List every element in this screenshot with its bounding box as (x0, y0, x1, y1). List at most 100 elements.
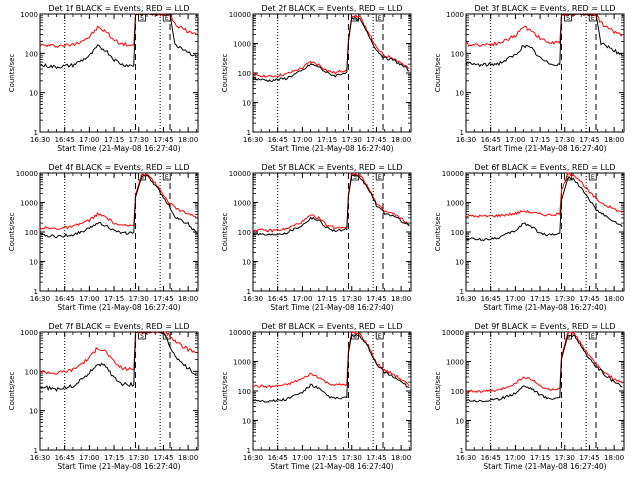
x-tick-label: 17:45 (366, 136, 386, 144)
x-tick-label: 16:45 (481, 136, 501, 144)
y-tick-label: 1 (34, 447, 38, 455)
x-tick-label: 18:00 (178, 454, 198, 462)
panel-title: Det 1f BLACK = Events, RED = LLD (48, 4, 189, 13)
y-tick-label: 10 (242, 100, 251, 108)
panel-title: Det 9f BLACK = Events, RED = LLD (474, 322, 615, 331)
lld-series-line (39, 331, 197, 375)
x-tick-label: 18:00 (604, 136, 624, 144)
y-tick-label: 1 (460, 129, 464, 137)
x-tick-label: 17:45 (366, 454, 386, 462)
x-tick-label: 17:15 (530, 136, 550, 144)
y-tick-label: 1 (247, 129, 251, 137)
plot-frame (39, 331, 199, 451)
marker-box-label: E (165, 333, 169, 340)
marker-box-label: S (353, 15, 357, 22)
panel-title: Det 8f BLACK = Events, RED = LLD (261, 322, 402, 331)
x-tick-label: 17:30 (555, 136, 575, 144)
x-tick-label: 16:30 (243, 295, 263, 303)
x-axis-label: Start Time (21-May-08 16:27:40) (270, 144, 393, 153)
plot-frame (465, 172, 625, 292)
y-tick-label: 100 (25, 368, 38, 376)
y-tick-label: 10000 (442, 170, 464, 178)
y-tick-label: 10000 (229, 11, 251, 19)
x-tick-label: 17:30 (342, 454, 362, 462)
y-tick-label: 1000 (20, 11, 38, 19)
marker-box-label: E (378, 333, 382, 340)
lld-series-line (252, 14, 410, 78)
y-tick-label: 100 (451, 50, 464, 58)
y-axis-label: Counts/sec (8, 372, 16, 411)
panel-title: Det 6f BLACK = Events, RED = LLD (474, 163, 615, 172)
plot-frame (39, 13, 199, 133)
x-axis-label: Start Time (21-May-08 16:27:40) (483, 462, 606, 471)
marker-box-label: E (378, 174, 382, 181)
y-tick-label: 10000 (229, 329, 251, 337)
y-tick-label: 100 (238, 229, 251, 237)
x-tick-label: 16:45 (268, 295, 288, 303)
events-series-line (465, 176, 623, 242)
x-tick-label: 17:45 (366, 295, 386, 303)
x-tick-label: 16:30 (456, 295, 476, 303)
y-tick-label: 10 (242, 259, 251, 267)
events-series-line (39, 331, 197, 392)
y-tick-label: 1 (34, 288, 38, 296)
x-tick-label: 17:30 (555, 295, 575, 303)
x-tick-label: 16:45 (268, 136, 288, 144)
marker-box-label: E (378, 15, 382, 22)
x-axis-label: Start Time (21-May-08 16:27:40) (57, 462, 180, 471)
marker-box (375, 172, 384, 181)
x-tick-label: 18:00 (391, 454, 411, 462)
y-tick-label: 10000 (229, 170, 251, 178)
y-tick-label: 1000 (233, 200, 251, 208)
x-tick-label: 17:45 (579, 454, 599, 462)
y-tick-label: 1000 (446, 359, 464, 367)
y-axis-label: Counts/sec (8, 54, 16, 93)
marker-box-label: E (165, 15, 169, 22)
y-tick-label: 1000 (20, 200, 38, 208)
detector-panel: Det 7f BLACK = Events, RED = LLD 1 10 100 10… (8, 322, 199, 471)
marker-box-label: S (566, 15, 570, 22)
y-tick-label: 10000 (442, 329, 464, 337)
y-tick-label: 100 (238, 70, 251, 78)
y-tick-label: 1 (34, 129, 38, 137)
y-tick-label: 100 (25, 229, 38, 237)
y-tick-label: 1000 (233, 41, 251, 49)
x-axis-label: Start Time (21-May-08 16:27:40) (483, 144, 606, 153)
y-tick-label: 100 (451, 388, 464, 396)
marker-box-label: E (165, 174, 169, 181)
x-tick-label: 16:45 (55, 454, 75, 462)
y-tick-label: 1 (460, 288, 464, 296)
events-series-line (252, 333, 410, 403)
marker-box-label: E (591, 333, 595, 340)
y-tick-label: 1000 (446, 11, 464, 19)
marker-box-label: S (140, 15, 144, 22)
x-tick-label: 17:30 (129, 136, 149, 144)
x-axis-label: Start Time (21-May-08 16:27:40) (57, 144, 180, 153)
panel-title: Det 2f BLACK = Events, RED = LLD (261, 4, 402, 13)
x-axis-label: Start Time (21-May-08 16:27:40) (270, 303, 393, 312)
y-axis-label: Counts/sec (221, 54, 229, 93)
y-tick-label: 1 (247, 447, 251, 455)
y-axis-label: Counts/sec (434, 372, 442, 411)
x-tick-label: 16:30 (456, 454, 476, 462)
x-tick-label: 17:45 (153, 136, 173, 144)
x-tick-label: 16:30 (30, 454, 50, 462)
x-axis-label: Start Time (21-May-08 16:27:40) (57, 303, 180, 312)
lld-series-line (465, 331, 623, 394)
x-tick-label: 17:30 (555, 454, 575, 462)
y-tick-label: 10 (29, 259, 38, 267)
x-tick-label: 17:45 (579, 136, 599, 144)
plot-frame (465, 13, 625, 133)
x-tick-label: 17:00 (79, 136, 99, 144)
lld-series-line (252, 331, 410, 389)
lld-series-line (465, 12, 623, 47)
x-tick-label: 17:30 (129, 295, 149, 303)
marker-box (138, 13, 146, 22)
detector-panel: Det 2f BLACK = Events, RED = LLD 1 10 100 10… (221, 4, 412, 153)
x-axis-label: Start Time (21-May-08 16:27:40) (270, 462, 393, 471)
marker-box (588, 331, 597, 340)
y-tick-label: 10 (455, 90, 464, 98)
detector-panel: Det 3f BLACK = Events, RED = LLD 1 10 100 10… (434, 4, 625, 153)
x-tick-label: 17:15 (530, 295, 550, 303)
plot-frame (252, 331, 412, 451)
